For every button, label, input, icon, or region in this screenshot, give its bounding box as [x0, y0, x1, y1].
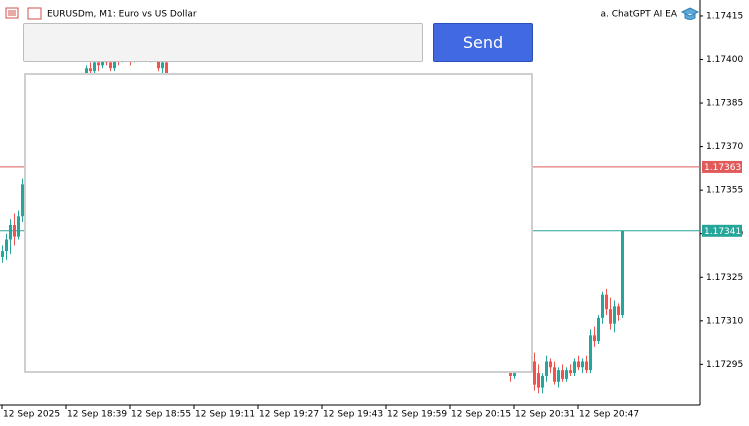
candle-body: [621, 230, 624, 315]
menu-icon[interactable]: [5, 7, 19, 19]
candle-body: [93, 62, 96, 72]
x-tick-label: 12 Sep 2025: [3, 410, 60, 420]
candle-body: [613, 306, 616, 324]
candle-body: [557, 370, 560, 382]
candle-body: [617, 306, 620, 315]
symbol-title: EURUSDm, M1: Euro vs US Dollar: [47, 10, 197, 20]
x-tick-label: 12 Sep 19:27: [259, 410, 319, 420]
x-tick-label: 12 Sep 20:31: [515, 410, 575, 420]
candle-body: [17, 216, 20, 237]
y-tick-label: 1.17370: [706, 142, 743, 152]
candle-body: [9, 225, 12, 240]
chat-panel: [24, 73, 533, 373]
candle-body: [157, 56, 160, 69]
candle-body: [597, 317, 600, 342]
price-label-box: [702, 224, 742, 237]
x-tick-label: 12 Sep 20:15: [451, 410, 511, 420]
x-tick-label: 12 Sep 19:59: [387, 410, 447, 420]
candle-body: [509, 373, 512, 376]
candle-body: [113, 56, 116, 69]
y-tick-label: 1.17295: [706, 360, 743, 370]
candle-body: [21, 184, 24, 217]
candle-body: [513, 373, 516, 376]
candle-body: [573, 361, 576, 374]
candle-body: [605, 294, 608, 310]
candle-body: [541, 375, 544, 388]
price-label-box: [702, 160, 742, 173]
candle-body: [97, 62, 100, 66]
candle-body: [581, 361, 584, 368]
candle-body: [561, 370, 564, 379]
y-tick-label: 1.17325: [706, 273, 743, 283]
x-tick-label: 12 Sep 18:55: [131, 410, 191, 420]
price-label: 1.17341: [704, 227, 741, 237]
price-label: 1.17363: [704, 163, 741, 173]
y-tick-label: 1.17310: [706, 316, 743, 326]
candle-body: [593, 335, 596, 342]
chart-icon[interactable]: [27, 7, 42, 20]
y-tick-label: 1.17400: [706, 55, 743, 65]
y-tick-label: 1.17415: [706, 11, 743, 21]
candle-body: [577, 361, 580, 368]
send-button[interactable]: Send: [433, 23, 533, 62]
ea-icon[interactable]: [680, 7, 700, 20]
candle-body: [109, 62, 112, 69]
x-tick-label: 12 Sep 19:43: [323, 410, 383, 420]
x-tick-label: 12 Sep 20:47: [579, 410, 639, 420]
y-tick-label: 1.17385: [706, 99, 743, 109]
y-tick-label: 1.17355: [706, 186, 743, 196]
candle-body: [585, 361, 588, 371]
candle-body: [1, 251, 4, 257]
candle-body: [565, 370, 568, 379]
candle-body: [537, 373, 540, 388]
candle-body: [533, 361, 536, 385]
ea-name: a. ChatGPT AI EA: [600, 10, 677, 20]
message-input[interactable]: [23, 23, 423, 62]
candle-body: [553, 367, 556, 382]
candle-body: [545, 361, 548, 376]
candle-body: [13, 225, 16, 237]
candle-body: [549, 361, 552, 368]
candle-body: [5, 239, 8, 252]
x-tick-label: 12 Sep 19:11: [195, 410, 255, 420]
candle-body: [569, 370, 572, 374]
candle-body: [589, 335, 592, 371]
candle-body: [161, 62, 164, 69]
candle-body: [85, 68, 88, 75]
x-tick-label: 12 Sep 18:39: [67, 410, 127, 420]
candle-body: [165, 62, 168, 75]
candle-body: [89, 68, 92, 72]
candle-body: [609, 309, 612, 324]
candle-body: [101, 59, 104, 66]
candle-body: [601, 294, 604, 318]
